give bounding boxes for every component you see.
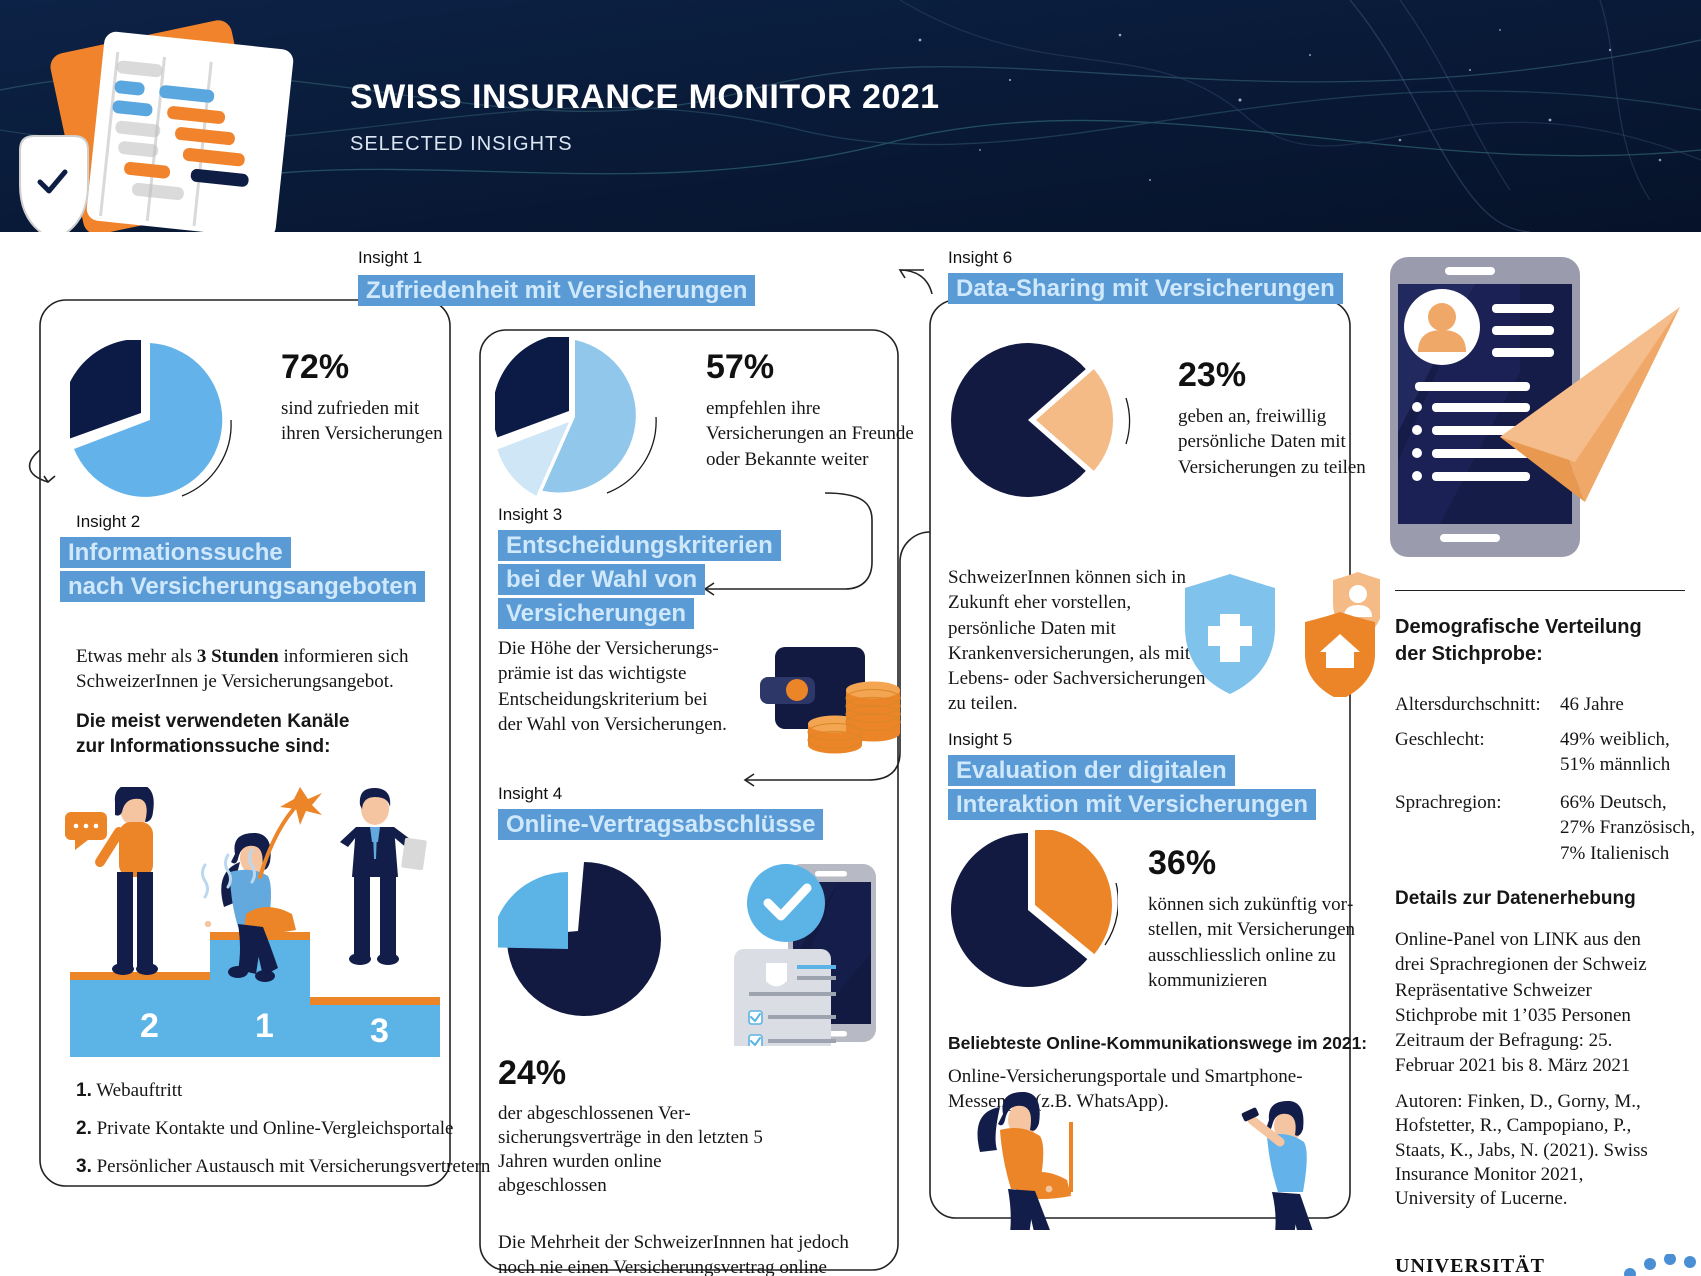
svg-text:2: 2 [140, 1007, 159, 1045]
svg-text:UNIVERSITÄT: UNIVERSITÄT [1395, 1254, 1545, 1276]
svg-text:1: 1 [255, 1007, 274, 1045]
svg-text:3: 3 [370, 1012, 389, 1050]
